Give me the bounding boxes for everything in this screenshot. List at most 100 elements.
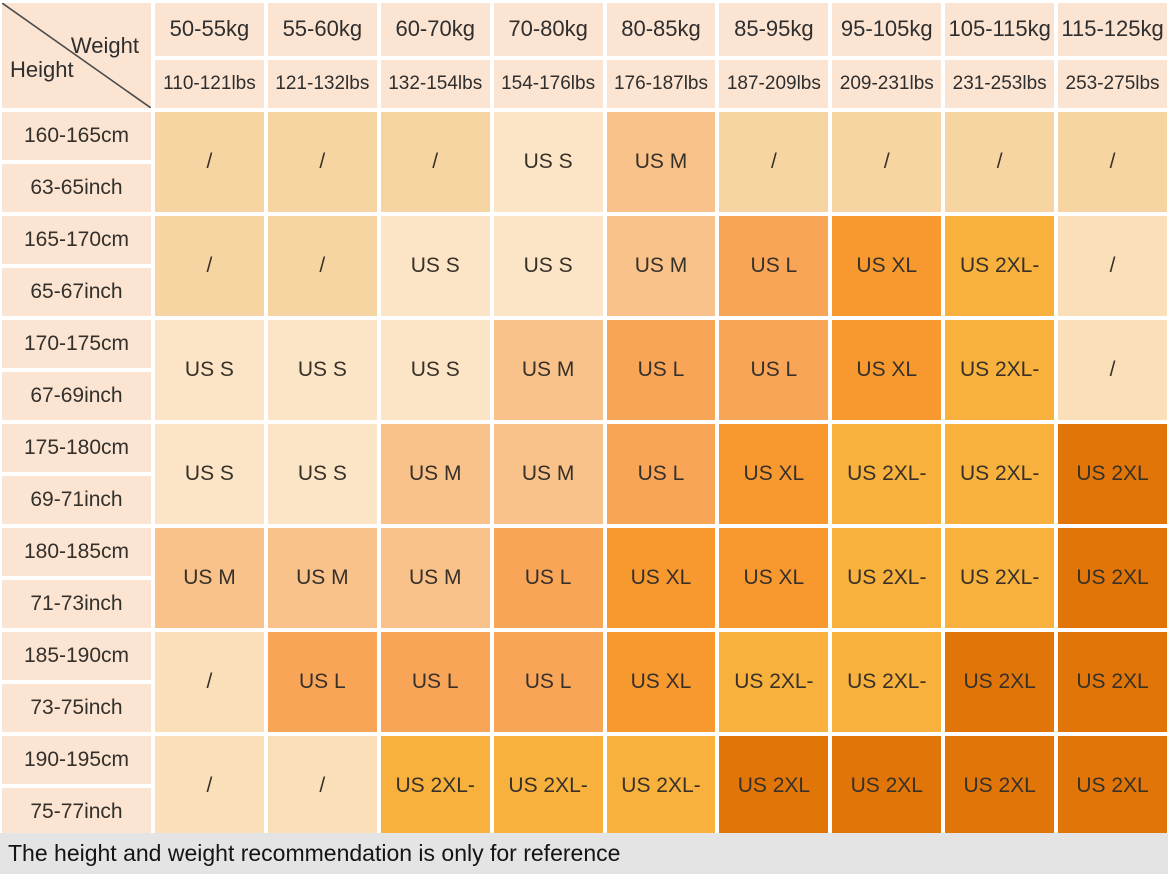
size-cell: US L [493, 632, 603, 732]
weight-column-header: 105-115kg 231-253lbs [945, 3, 1055, 108]
height-cm-label: 180-185cm [2, 528, 151, 576]
size-cell: US 2XL- [945, 528, 1055, 628]
height-cm-label: 190-195cm [2, 736, 151, 784]
size-cell: US XL [719, 424, 829, 524]
height-inch-label: 73-75inch [2, 684, 151, 732]
height-cm-label: 165-170cm [2, 216, 151, 264]
size-cell: / [267, 216, 377, 316]
size-cell: / [155, 216, 264, 316]
height-row-label: 185-190cm 73-75inch [2, 632, 151, 732]
size-cell: US S [493, 112, 603, 212]
size-cell: / [945, 112, 1055, 212]
weight-lbs-header: 110-121lbs [155, 59, 264, 108]
size-cell: US S [267, 424, 377, 524]
size-cell: US 2XL [1058, 632, 1167, 732]
height-row-label: 160-165cm 63-65inch [2, 112, 151, 212]
height-cm-label: 170-175cm [2, 320, 151, 368]
size-cell: / [155, 736, 264, 836]
size-cell: US 2XL- [945, 320, 1055, 420]
weight-lbs-header: 132-154lbs [380, 59, 490, 108]
weight-column-header: 70-80kg 154-176lbs [493, 3, 603, 108]
weight-column-header: 50-55kg 110-121lbs [155, 3, 264, 108]
height-row-label: 175-180cm 69-71inch [2, 424, 151, 524]
size-cell: / [832, 112, 942, 212]
height-inch-label: 69-71inch [2, 476, 151, 524]
size-cell: US S [155, 320, 264, 420]
height-inch-label: 71-73inch [2, 580, 151, 628]
footer-note-bar: The height and weight recommendation is … [0, 833, 1168, 874]
size-cell: / [155, 632, 264, 732]
size-cell: US M [493, 320, 603, 420]
height-row-label: 180-185cm 71-73inch [2, 528, 151, 628]
size-cell: US L [267, 632, 377, 732]
corner-header-cell: Weight Height [2, 3, 151, 108]
size-cell: US 2XL- [832, 632, 942, 732]
size-cell: US XL [832, 320, 942, 420]
size-cell: US S [155, 424, 264, 524]
weight-kg-header: 60-70kg [380, 3, 490, 56]
size-cell: US 2XL- [719, 632, 829, 732]
weight-lbs-header: 187-209lbs [719, 59, 829, 108]
weight-kg-header: 70-80kg [493, 3, 603, 56]
weight-kg-header: 80-85kg [606, 3, 716, 56]
height-inch-label: 65-67inch [2, 268, 151, 316]
height-row-label: 170-175cm 67-69inch [2, 320, 151, 420]
size-cell: US 2XL [1058, 736, 1167, 836]
weight-lbs-header: 253-275lbs [1058, 59, 1167, 108]
size-cell: US M [606, 112, 716, 212]
size-cell: US XL [719, 528, 829, 628]
size-cell: US S [380, 216, 490, 316]
height-cm-label: 175-180cm [2, 424, 151, 472]
height-cm-label: 185-190cm [2, 632, 151, 680]
size-cell: US S [380, 320, 490, 420]
size-cell: US 2XL- [945, 216, 1055, 316]
size-cell: US L [719, 216, 829, 316]
weight-axis-label: Weight [70, 33, 139, 58]
weight-column-header: 95-105kg 209-231lbs [832, 3, 942, 108]
size-cell: US M [267, 528, 377, 628]
weight-kg-header: 55-60kg [267, 3, 377, 56]
size-cell: US L [606, 424, 716, 524]
weight-lbs-header: 209-231lbs [832, 59, 942, 108]
size-cell: US L [493, 528, 603, 628]
weight-kg-header: 85-95kg [719, 3, 829, 56]
size-cell: US L [380, 632, 490, 732]
size-cell: US M [380, 528, 490, 628]
size-cell: US 2XL- [493, 736, 603, 836]
size-cell: / [155, 112, 264, 212]
weight-column-header: 115-125kg 253-275lbs [1058, 3, 1167, 108]
size-cell: US 2XL- [832, 424, 942, 524]
weight-kg-header: 50-55kg [155, 3, 264, 56]
size-cell: / [267, 736, 377, 836]
size-cell: US 2XL- [945, 424, 1055, 524]
weight-kg-header: 115-125kg [1058, 3, 1167, 56]
size-cell: US 2XL [945, 736, 1055, 836]
size-cell: / [1058, 216, 1167, 316]
size-cell: US 2XL- [606, 736, 716, 836]
size-cell: US 2XL [945, 632, 1055, 732]
weight-lbs-header: 176-187lbs [606, 59, 716, 108]
height-cm-label: 160-165cm [2, 112, 151, 160]
diagonal-divider-line [2, 3, 151, 108]
size-cell: US 2XL- [380, 736, 490, 836]
size-cell: / [380, 112, 490, 212]
weight-column-header: 80-85kg 176-187lbs [606, 3, 716, 108]
size-cell: / [1058, 112, 1167, 212]
weight-kg-header: 95-105kg [832, 3, 942, 56]
size-cell: US XL [606, 632, 716, 732]
size-cell: US S [267, 320, 377, 420]
footer-note: The height and weight recommendation is … [8, 840, 621, 866]
weight-lbs-header: 154-176lbs [493, 59, 603, 108]
size-cell: US XL [606, 528, 716, 628]
weight-column-header: 85-95kg 187-209lbs [719, 3, 829, 108]
size-cell: US 2XL- [832, 528, 942, 628]
size-cell: US M [493, 424, 603, 524]
height-inch-label: 75-77inch [2, 788, 151, 836]
size-cell: US M [380, 424, 490, 524]
size-cell: US L [719, 320, 829, 420]
size-cell: / [267, 112, 377, 212]
height-inch-label: 67-69inch [2, 372, 151, 420]
weight-column-header: 55-60kg 121-132lbs [267, 3, 377, 108]
weight-kg-header: 105-115kg [945, 3, 1055, 56]
